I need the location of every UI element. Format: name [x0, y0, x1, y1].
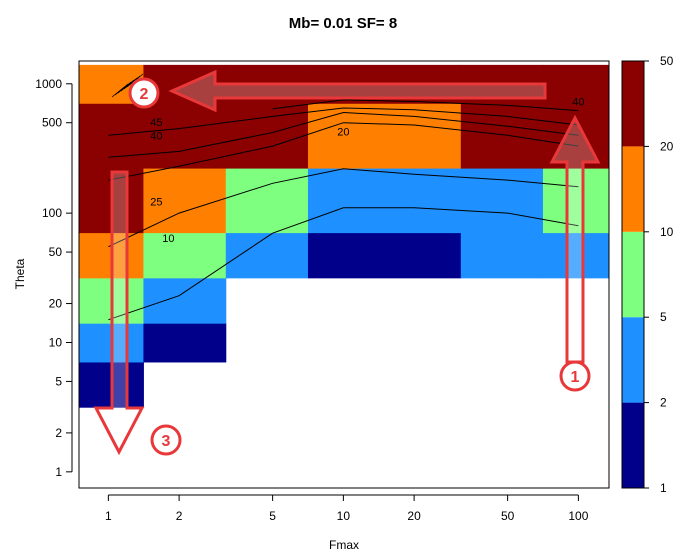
legend-swatch	[622, 231, 644, 318]
heatmap-cell	[225, 168, 309, 234]
heatmap-cell	[542, 232, 610, 279]
legend-swatch	[622, 317, 644, 403]
heatmap-cell	[460, 232, 544, 279]
contour-label: 45	[150, 117, 162, 129]
y-tick-label: 50	[49, 245, 63, 259]
legend-label: 2	[660, 396, 667, 410]
contour-line	[272, 99, 579, 112]
y-tick-label: 2	[55, 426, 62, 440]
legend-label: 5	[660, 310, 667, 324]
legend-label: 1	[660, 481, 667, 495]
heatmap-cell	[143, 168, 227, 234]
y-axis-label: Theta	[13, 258, 27, 289]
chart-title: Mb= 0.01 SF= 8	[289, 15, 397, 32]
y-tick-label: 5	[55, 374, 62, 388]
x-tick-label: 50	[501, 509, 515, 523]
marker-label: 2	[140, 86, 149, 103]
legend-swatch	[622, 402, 644, 488]
marker-circle	[128, 77, 160, 109]
heatmap-cell	[143, 323, 227, 363]
x-tick-label: 2	[176, 509, 183, 523]
y-tick-label: 10	[49, 335, 63, 349]
contour-label: 20	[337, 126, 349, 138]
plot-frame	[78, 60, 610, 489]
y-tick-label: 1	[55, 465, 62, 479]
contour-line	[108, 168, 579, 248]
x-tick-label: 5	[269, 509, 276, 523]
legend-label: 10	[660, 225, 674, 239]
legend-label: 50	[660, 54, 674, 68]
heatmap-cell	[79, 103, 144, 169]
arrow-up-icon	[549, 114, 601, 364]
y-tick-label: 1000	[35, 77, 62, 91]
annotation-arrows: 1 2 3	[93, 69, 601, 456]
heatmap-cell	[143, 103, 227, 169]
marker-label: 1	[571, 369, 580, 386]
marker-circle	[559, 360, 591, 392]
y-tick-label: 20	[49, 297, 63, 311]
x-axis-label: Fmax	[329, 538, 359, 552]
legend-swatch	[622, 146, 644, 232]
contour-line	[108, 107, 579, 136]
contour-line	[108, 207, 579, 321]
heatmap-cell	[143, 277, 227, 324]
y-tick-label: 500	[42, 116, 62, 130]
x-tick-label: 1	[105, 509, 112, 523]
heatmap-cell	[460, 103, 544, 169]
heatmap-cell	[143, 232, 227, 279]
heatmap-cell	[307, 103, 462, 169]
heatmap-cell	[460, 168, 544, 234]
y-axis: 1 2 5 10 20 50 100 500 1000	[35, 77, 73, 479]
contour-label: 40	[572, 96, 584, 108]
marker-circle	[150, 424, 182, 456]
contour-line	[108, 122, 579, 181]
legend-label: 20	[660, 139, 674, 153]
contour-line	[108, 111, 579, 158]
heatmap-cell	[307, 232, 462, 279]
contour-lines: 10 25 40 45 20 40	[108, 73, 584, 321]
heatmap-cell	[542, 168, 610, 234]
heatmap-cell	[225, 232, 309, 279]
heatmap-cell	[225, 103, 309, 169]
legend-frame	[621, 60, 645, 489]
x-axis: 1 2 5 10 20 50 100	[105, 494, 589, 523]
arrow-left-icon	[168, 69, 547, 113]
contour-label: 40	[150, 131, 162, 143]
heatmap-cell	[307, 168, 462, 234]
marker-label: 3	[162, 433, 171, 450]
arrow-down-icon	[93, 170, 145, 456]
y-tick-label: 100	[42, 206, 62, 220]
color-legend: 1 2 5 10 20 50	[621, 54, 674, 495]
contour-label: 10	[162, 233, 174, 245]
x-tick-label: 20	[407, 509, 421, 523]
x-tick-label: 10	[337, 509, 351, 523]
contour-label: 25	[150, 196, 162, 208]
x-tick-label: 100	[568, 509, 588, 523]
legend-swatch	[622, 61, 644, 147]
heatmap-cell	[542, 64, 610, 104]
